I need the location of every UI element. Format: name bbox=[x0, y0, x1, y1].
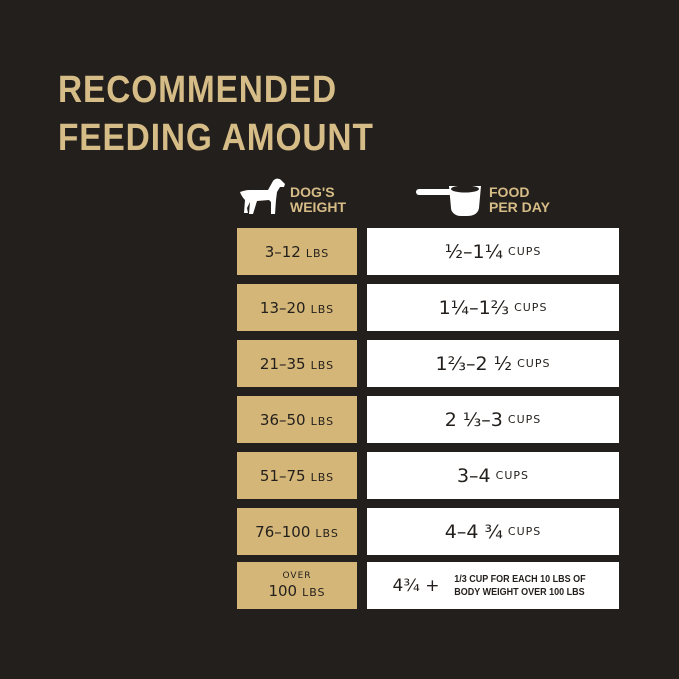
food-unit: CUPS bbox=[507, 413, 542, 426]
food-note-line-2: BODY WEIGHT OVER 100 LBS bbox=[454, 586, 586, 598]
dog-icon bbox=[240, 178, 285, 214]
weight-value: 3–12 bbox=[264, 242, 301, 261]
measuring-cup-icon bbox=[416, 185, 481, 216]
title-line-2: FEEDING AMOUNT bbox=[58, 117, 374, 159]
page-title: RECOMMENDED FEEDING AMOUNT bbox=[58, 66, 374, 162]
food-cell: 4–4 ¾ CUPS bbox=[367, 508, 619, 555]
food-cell: 4¾ + 1/3 CUP FOR EACH 10 LBS OF BODY WEI… bbox=[367, 562, 619, 609]
food-note-line-1: 1/3 CUP FOR EACH 10 LBS OF bbox=[454, 573, 587, 585]
title-line-1: RECOMMENDED bbox=[58, 69, 338, 111]
food-value: 1¼–1⅔ bbox=[438, 296, 510, 319]
weight-cell: 3–12 LBS bbox=[237, 228, 357, 275]
weight-unit: LBS bbox=[310, 414, 335, 428]
weight-header: DOG'S WEIGHT bbox=[290, 185, 346, 215]
weight-value: 76–100 bbox=[255, 522, 311, 541]
food-unit: CUPS bbox=[495, 469, 530, 482]
weight-unit: LBS bbox=[305, 246, 330, 260]
weight-cell: OVER 100 LBS bbox=[237, 562, 357, 609]
table-row: 21–35 LBS 1⅔–2 ½ CUPS bbox=[237, 340, 619, 387]
weight-header-line-2: WEIGHT bbox=[290, 199, 346, 215]
table-row: 3–12 LBS ½–1¼ CUPS bbox=[237, 228, 619, 275]
food-cell: 3–4 CUPS bbox=[367, 452, 619, 499]
table-row: 13–20 LBS 1¼–1⅔ CUPS bbox=[237, 284, 619, 331]
food-cell: 1¼–1⅔ CUPS bbox=[367, 284, 619, 331]
weight-cell: 36–50 LBS bbox=[237, 396, 357, 443]
weight-unit: LBS bbox=[310, 302, 335, 316]
food-cell: 2 ⅓–3 CUPS bbox=[367, 396, 619, 443]
food-unit: CUPS bbox=[508, 245, 542, 258]
weight-unit: LBS bbox=[310, 470, 335, 484]
food-unit: CUPS bbox=[517, 357, 551, 370]
food-header-line-2: PER DAY bbox=[489, 199, 550, 215]
weight-value: 13–20 bbox=[259, 298, 306, 317]
table-row: 76–100 LBS 4–4 ¾ CUPS bbox=[237, 508, 619, 555]
food-cell: 1⅔–2 ½ CUPS bbox=[367, 340, 619, 387]
food-header-line-1: FOOD bbox=[489, 184, 530, 200]
weight-cell: 21–35 LBS bbox=[237, 340, 357, 387]
weight-unit: LBS bbox=[310, 358, 335, 372]
weight-unit: LBS bbox=[315, 526, 339, 540]
food-value: 4¾ + bbox=[392, 575, 440, 596]
food-value: 4–4 ¾ bbox=[444, 520, 503, 543]
food-note: 1/3 CUP FOR EACH 10 LBS OF BODY WEIGHT O… bbox=[455, 573, 586, 599]
food-header: FOOD PER DAY bbox=[489, 185, 550, 215]
food-unit: CUPS bbox=[507, 525, 542, 538]
food-value: 3–4 bbox=[456, 464, 491, 487]
weight-cell: 76–100 LBS bbox=[237, 508, 357, 555]
food-value: ½–1¼ bbox=[444, 240, 504, 263]
food-unit: CUPS bbox=[514, 301, 548, 314]
food-cell: ½–1¼ CUPS bbox=[367, 228, 619, 275]
weight-value: 36–50 bbox=[259, 410, 306, 429]
weight-header-line-1: DOG'S bbox=[290, 184, 335, 200]
weight-unit: LBS bbox=[302, 586, 326, 599]
weight-value: 51–75 bbox=[259, 466, 306, 485]
food-value: 1⅔–2 ½ bbox=[435, 352, 513, 375]
weight-value: 100 bbox=[268, 582, 298, 600]
weight-cell: 51–75 LBS bbox=[237, 452, 357, 499]
food-value: 2 ⅓–3 bbox=[444, 408, 503, 431]
weight-prefix: OVER bbox=[282, 571, 312, 581]
table-row: OVER 100 LBS 4¾ + 1/3 CUP FOR EACH 10 LBS… bbox=[237, 562, 619, 609]
weight-value: 21–35 bbox=[259, 354, 306, 373]
table-row: 36–50 LBS 2 ⅓–3 CUPS bbox=[237, 396, 619, 443]
weight-cell: 13–20 LBS bbox=[237, 284, 357, 331]
table-row: 51–75 LBS 3–4 CUPS bbox=[237, 452, 619, 499]
